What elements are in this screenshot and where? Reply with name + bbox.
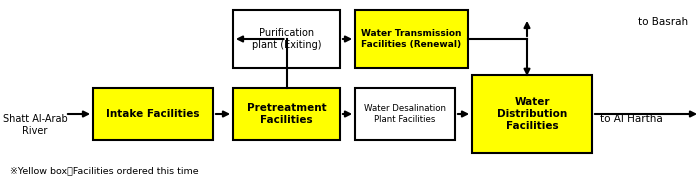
Text: Water Transmission
Facilities (Renewal): Water Transmission Facilities (Renewal): [361, 29, 462, 49]
Text: Water
Distribution
Facilities: Water Distribution Facilities: [497, 97, 567, 131]
Bar: [233, 10, 340, 68]
Text: ※Yellow box：Facilities ordered this time: ※Yellow box：Facilities ordered this time: [10, 166, 199, 175]
Bar: [355, 88, 455, 140]
Text: to Al Hartha: to Al Hartha: [600, 114, 663, 124]
Bar: [233, 88, 340, 140]
Text: to Basrah: to Basrah: [638, 17, 688, 27]
Bar: [355, 10, 468, 68]
Text: Water Desalination
Plant Facilities: Water Desalination Plant Facilities: [364, 104, 446, 124]
Bar: [93, 88, 213, 140]
Text: Pretreatment
Facilities: Pretreatment Facilities: [246, 103, 326, 125]
Bar: [472, 75, 592, 153]
Text: Purification
plant (Exiting): Purification plant (Exiting): [252, 28, 321, 50]
Text: Intake Facilities: Intake Facilities: [106, 109, 199, 119]
Text: Shatt Al-Arab
River: Shatt Al-Arab River: [3, 114, 67, 136]
